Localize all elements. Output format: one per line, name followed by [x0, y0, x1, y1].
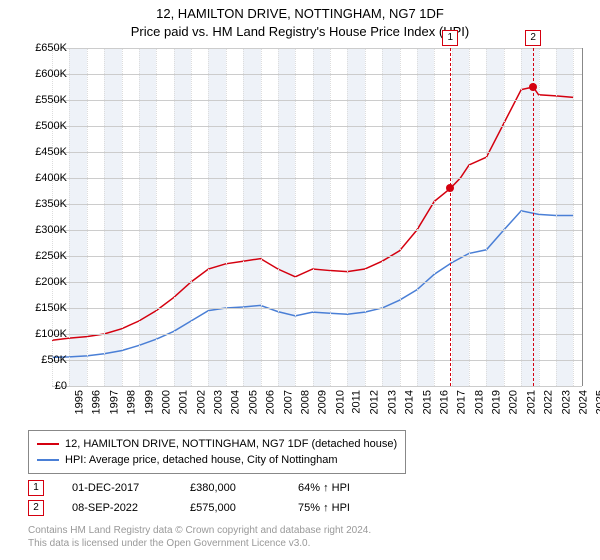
transaction-marker-1: 1	[28, 480, 44, 496]
title-main: 12, HAMILTON DRIVE, NOTTINGHAM, NG7 1DF	[0, 6, 600, 21]
legend-label-hpi: HPI: Average price, detached house, City…	[65, 452, 338, 468]
transaction-delta: 64% ↑ HPI	[298, 482, 350, 494]
transaction-price: £380,000	[190, 482, 270, 494]
legend-label-property: 12, HAMILTON DRIVE, NOTTINGHAM, NG7 1DF …	[65, 436, 397, 452]
transaction-delta: 75% ↑ HPI	[298, 502, 350, 514]
legend-item-hpi: HPI: Average price, detached house, City…	[37, 452, 397, 468]
footer-attribution: Contains HM Land Registry data © Crown c…	[28, 524, 371, 550]
transaction-price: £575,000	[190, 502, 270, 514]
transaction-marker-2: 2	[28, 500, 44, 516]
footer-line-2: This data is licensed under the Open Gov…	[28, 537, 371, 550]
title-sub: Price paid vs. HM Land Registry's House …	[0, 24, 600, 39]
chart-container: 12, HAMILTON DRIVE, NOTTINGHAM, NG7 1DF …	[0, 0, 600, 560]
legend: 12, HAMILTON DRIVE, NOTTINGHAM, NG7 1DF …	[28, 430, 406, 474]
legend-swatch-property	[37, 443, 59, 445]
line-series-svg	[52, 48, 582, 386]
title-block: 12, HAMILTON DRIVE, NOTTINGHAM, NG7 1DF …	[0, 0, 600, 39]
transaction-row: 1 01-DEC-2017 £380,000 64% ↑ HPI	[28, 478, 350, 498]
transactions-table: 1 01-DEC-2017 £380,000 64% ↑ HPI 2 08-SE…	[28, 478, 350, 518]
legend-item-property: 12, HAMILTON DRIVE, NOTTINGHAM, NG7 1DF …	[37, 436, 397, 452]
transaction-row: 2 08-SEP-2022 £575,000 75% ↑ HPI	[28, 498, 350, 518]
legend-swatch-hpi	[37, 459, 59, 461]
chart-plot-area: 1995199619971998199920002001200220032004…	[52, 48, 583, 386]
transaction-date: 08-SEP-2022	[72, 502, 162, 514]
footer-line-1: Contains HM Land Registry data © Crown c…	[28, 524, 371, 537]
transaction-date: 01-DEC-2017	[72, 482, 162, 494]
